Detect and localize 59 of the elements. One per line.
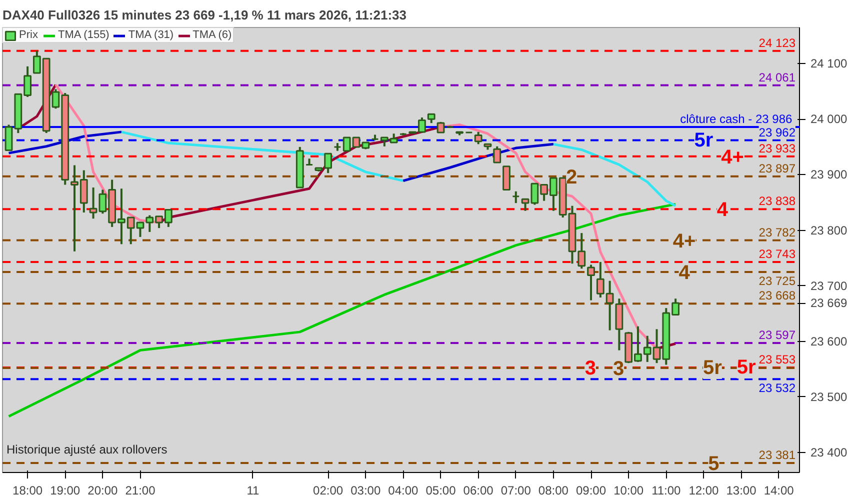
x-tick-label: 19:00 (50, 484, 80, 498)
x-tick-label: 05:00 (426, 484, 456, 498)
annotation: 5r (694, 129, 714, 152)
y-tick-label: 23 700 (810, 278, 848, 293)
ref-line-label: 23 668 (758, 288, 796, 303)
x-tick-label: 21:00 (125, 484, 156, 498)
ref-line-label: 23 725 (758, 274, 796, 288)
x-tick-label: 02:00 (313, 484, 344, 498)
ref-line-label: 23 597 (758, 328, 796, 342)
x-tick-label: 10:00 (614, 484, 644, 498)
y-tick-label: 23 500 (810, 390, 848, 404)
annotation: 4+ (672, 230, 696, 252)
ref-line-label: 23 743 (758, 246, 796, 261)
annotation: 3 (584, 358, 596, 380)
x-tick-label: 07:00 (500, 484, 532, 498)
x-tick-label: 09:00 (576, 484, 606, 498)
annotation: 5 (708, 453, 720, 476)
ref-line-label: 23 933 (758, 141, 796, 156)
ref-line-label: 23 553 (758, 352, 796, 366)
x-tick-label: 12:00 (688, 484, 720, 498)
x-tick-label: 04:00 (388, 484, 419, 498)
ref-line-label: 23 381 (758, 448, 796, 462)
ref-line-label: 24 061 (758, 70, 796, 84)
y-tick-label: 23 400 (810, 446, 848, 460)
ref-line-label: 23 962 (758, 125, 796, 140)
ref-line-label: 23 532 (758, 381, 796, 396)
y-tick-label: 24 000 (810, 112, 848, 126)
ref-line-label: 24 123 (758, 36, 796, 50)
x-tick-label: 11:00 (652, 484, 682, 498)
x-tick-label: 18:00 (12, 484, 43, 498)
ref-line-label: clôture cash - 23 986 (680, 112, 792, 126)
legend-label: TMA (155) (58, 29, 110, 41)
legend-label: Prix (19, 29, 39, 41)
x-tick-label: 14:00 (764, 484, 794, 498)
annotation: 5r (703, 357, 722, 380)
annotation: 3 (613, 358, 624, 380)
legend-label: TMA (6) (192, 29, 232, 41)
x-tick-label: 11 (246, 484, 260, 498)
annotation: 2 (566, 166, 578, 188)
x-tick-label: 13:00 (726, 484, 757, 498)
legend-label: TMA (31) (128, 29, 174, 41)
y-tick-label: 23 600 (810, 334, 848, 348)
annotation: 5r (736, 356, 756, 378)
annotation: 4+ (721, 146, 744, 168)
y-tick-label: 24 100 (810, 56, 848, 71)
x-tick-label: 08:00 (538, 484, 569, 498)
x-tick-label: 20:00 (88, 484, 118, 498)
annotation: Historique ajusté aux rollovers (6, 442, 168, 456)
annotation: 4 (678, 262, 691, 284)
y-tick-label: 23 800 (810, 223, 848, 238)
x-tick-label: 06:00 (463, 484, 494, 498)
annotation: 4 (716, 199, 729, 222)
x-tick-label: 03:00 (350, 484, 381, 498)
ref-line-label: 23 838 (758, 194, 796, 208)
ref-line-label: 23 782 (758, 225, 796, 240)
ref-line-label: 23 897 (758, 161, 796, 176)
y-tick-label: 23 669 (810, 296, 848, 310)
y-tick-label: 23 900 (810, 168, 848, 182)
chart-title: DAX40 Full0326 15 minutes 23 669 -1,19 % 11 mars 2026, 11:21:33 (2, 8, 406, 22)
